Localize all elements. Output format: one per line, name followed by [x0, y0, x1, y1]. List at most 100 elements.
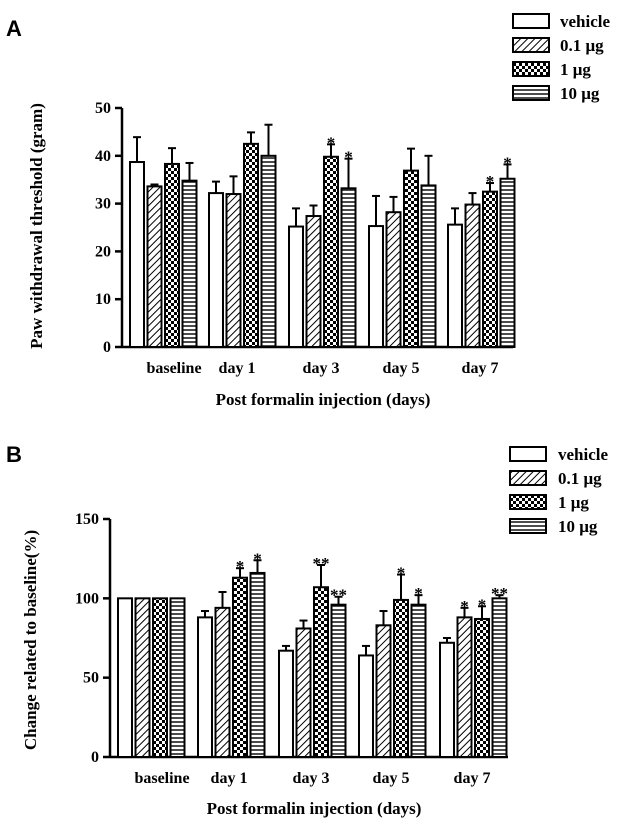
legend-item: 1 μg	[512, 60, 591, 79]
significance-mark: *	[253, 549, 262, 568]
significance-mark: *	[486, 172, 495, 191]
legend-label: 1 μg	[558, 493, 589, 512]
bar	[358, 654, 374, 758]
significance-mark: *	[478, 595, 487, 614]
y-tick-label: 150	[75, 511, 99, 528]
legend-label: 1 μg	[560, 60, 591, 79]
bar	[464, 203, 481, 348]
legend-item: vehicle	[512, 12, 610, 31]
y-tick-label: 10	[95, 291, 111, 308]
y-tick-label: 40	[95, 148, 111, 165]
x-category-label: day 3	[303, 360, 340, 377]
panel-b-letter: B	[6, 442, 22, 467]
bar	[474, 617, 490, 759]
legend-item: 0.1 μg	[512, 36, 604, 55]
bar	[323, 155, 339, 348]
bar	[134, 597, 151, 758]
legend-label: vehicle	[558, 445, 608, 464]
legend-swatch	[509, 518, 547, 534]
panel-a-plot: 0 10 20 30 40 50 baseline day 1 * * day 3 day 5 * * da…	[95, 100, 516, 377]
legend-item: vehicle	[509, 445, 608, 464]
bar	[208, 192, 224, 348]
bar	[181, 179, 198, 348]
significance-mark: *	[460, 597, 469, 616]
significance-mark: **	[313, 554, 330, 573]
legend-item: 10 μg	[512, 84, 600, 103]
y-tick-label: 100	[75, 590, 99, 607]
panel-a-letter: A	[6, 16, 22, 41]
significance-mark: *	[414, 584, 423, 603]
x-category-label: day 1	[219, 360, 256, 377]
bar	[340, 187, 357, 348]
y-tick-label: 20	[95, 243, 111, 260]
legend-swatch	[512, 85, 550, 101]
legend-item: 0.1 μg	[509, 469, 602, 488]
legend-swatch	[509, 494, 547, 510]
significance-mark: **	[491, 584, 508, 603]
y-tick-label: 30	[95, 196, 111, 213]
panel-b-y-axis-title: Change related to baseline(%)	[21, 530, 40, 750]
panel-a-x-axis-title: Post formalin injection (days)	[216, 390, 431, 409]
bar	[410, 603, 427, 758]
bar	[368, 225, 384, 348]
legend-swatch	[512, 13, 550, 29]
panel-b-legend: vehicle 0.1 μg 1 μg 10 μg	[509, 445, 608, 536]
x-category-label: day 3	[293, 770, 330, 787]
bar	[491, 597, 508, 758]
significance-mark: *	[236, 557, 245, 576]
legend-label: 0.1 μg	[560, 36, 604, 55]
bar	[225, 193, 242, 348]
legend-label: 0.1 μg	[558, 469, 602, 488]
legend-swatch	[509, 446, 547, 462]
y-tick-label: 0	[91, 749, 99, 766]
bar	[129, 161, 145, 348]
bar	[439, 641, 455, 759]
panel-a-y-axis-title: Paw withdrawal threshold (gram)	[27, 103, 46, 349]
x-category-label: day 7	[454, 770, 491, 787]
legend-swatch	[512, 37, 550, 53]
bar	[447, 223, 463, 348]
bar	[164, 162, 180, 348]
x-category-label: day 5	[383, 360, 420, 377]
bar	[288, 225, 304, 349]
x-category-label: baseline	[134, 770, 189, 787]
bar	[420, 184, 437, 348]
bar	[393, 598, 409, 758]
bar	[278, 649, 294, 759]
y-tick-label: 50	[95, 100, 111, 117]
bar	[313, 586, 329, 759]
legend-label: 10 μg	[558, 517, 598, 536]
legend-label: vehicle	[560, 12, 610, 31]
x-category-label: day 1	[211, 770, 248, 787]
legend-label: 10 μg	[560, 84, 600, 103]
significance-mark: *	[397, 564, 406, 583]
bar	[375, 624, 392, 758]
legend-swatch	[509, 470, 547, 486]
bar	[305, 215, 322, 348]
x-category-label: baseline	[146, 360, 201, 377]
panel-b-x-axis-title: Post formalin injection (days)	[207, 799, 422, 818]
y-tick-label: 50	[83, 670, 99, 687]
bar	[260, 154, 277, 348]
bar	[243, 142, 259, 348]
bar	[482, 190, 498, 348]
bar	[295, 627, 312, 758]
bar	[169, 597, 186, 758]
bar	[385, 211, 402, 348]
bar	[146, 185, 163, 348]
panel-a: A vehicle 0.1 μg 1 μg 10 μg 0 10 20 30 40 50 b…	[6, 12, 610, 409]
bar	[456, 616, 473, 759]
significance-mark: *	[503, 153, 512, 172]
bar	[330, 603, 347, 758]
bar	[499, 177, 516, 348]
bar	[214, 606, 231, 758]
significance-mark: *	[344, 148, 353, 167]
legend-item: 1 μg	[509, 493, 589, 512]
legend-swatch	[512, 61, 550, 77]
x-category-label: day 5	[373, 770, 410, 787]
bar	[117, 597, 133, 758]
y-tick-label: 0	[103, 339, 111, 356]
bar	[232, 576, 248, 758]
